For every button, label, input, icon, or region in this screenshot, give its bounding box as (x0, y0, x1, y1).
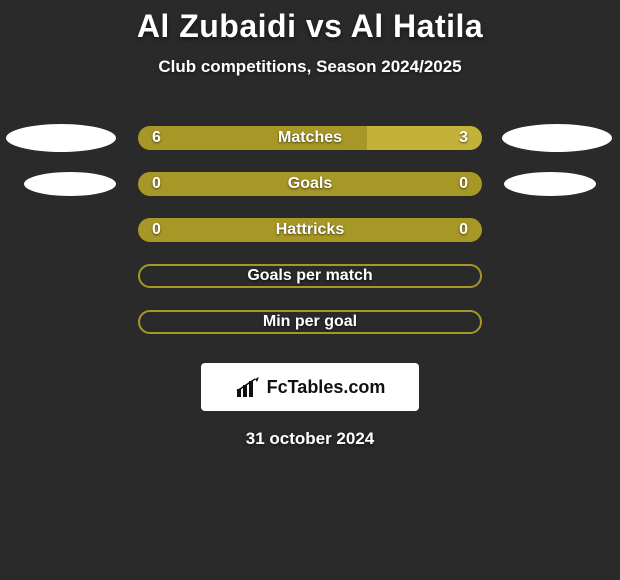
stat-row: Matches63 (0, 115, 620, 161)
stat-label: Goals (138, 175, 482, 193)
stat-bar: Goals per match (138, 264, 482, 288)
comparison-widget: Al Zubaidi vs Al Hatila Club competition… (0, 0, 620, 449)
stat-value-left: 0 (152, 175, 161, 193)
stat-label: Min per goal (140, 313, 480, 331)
stat-row: Min per goal (0, 299, 620, 345)
stat-label: Goals per match (140, 267, 480, 285)
stat-bar: Min per goal (138, 310, 482, 334)
stat-row: Hattricks0 0 (0, 207, 620, 253)
logo-inner: FcTables.com (235, 377, 386, 398)
stat-row: Goals0 0 (0, 161, 620, 207)
logo-text: FcTables.com (267, 377, 386, 398)
fctables-logo[interactable]: FcTables.com (201, 363, 419, 411)
stat-bar: Goals0 0 (138, 172, 482, 196)
player-left-marker (24, 172, 116, 196)
player-right-marker (504, 172, 596, 196)
date-label: 31 october 2024 (0, 429, 620, 449)
player-left-marker (6, 124, 116, 152)
stat-value-right: 0 (459, 221, 468, 239)
page-title: Al Zubaidi vs Al Hatila (0, 8, 620, 45)
player-right-marker (502, 124, 612, 152)
stat-bar: Hattricks0 0 (138, 218, 482, 242)
stat-rows: Matches63Goals00Hattricks00Goals per mat… (0, 115, 620, 345)
stat-value-left: 0 (152, 221, 161, 239)
subtitle: Club competitions, Season 2024/2025 (0, 57, 620, 77)
stat-value-left: 6 (152, 129, 161, 147)
stat-value-right: 0 (459, 175, 468, 193)
stat-bar: Matches63 (138, 126, 482, 150)
bar-fill-right (367, 126, 482, 150)
stat-label: Hattricks (138, 221, 482, 239)
bar-chart-icon (235, 377, 261, 397)
stat-row: Goals per match (0, 253, 620, 299)
